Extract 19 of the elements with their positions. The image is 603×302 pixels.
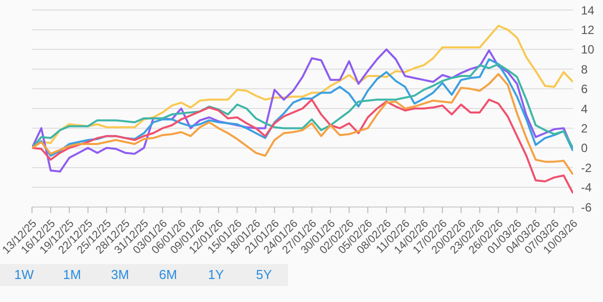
y-tick-label: -6 — [581, 200, 592, 214]
text: 3M — [110, 266, 130, 284]
text: 1Y — [207, 266, 225, 284]
text: 1M — [62, 266, 82, 284]
line-series — [32, 73, 573, 176]
y-tick-label: 12 — [581, 22, 595, 37]
y-tick-label: 4 — [581, 102, 588, 116]
line-series — [32, 98, 573, 194]
text: 5Y — [255, 266, 273, 284]
text: 6M — [158, 266, 178, 284]
y-tick-label: 8 — [581, 62, 588, 76]
y-tick-label: 14 — [581, 3, 595, 18]
text: 1W — [13, 266, 35, 284]
y-tick-label: 2 — [581, 121, 588, 136]
y-tick-label: 0 — [581, 141, 588, 156]
y-tick-label: 10 — [581, 42, 595, 57]
y-tick-label: 6 — [581, 82, 588, 96]
y-tick-label: -4 — [581, 180, 592, 195]
y-tick-label: -2 — [581, 160, 592, 175]
